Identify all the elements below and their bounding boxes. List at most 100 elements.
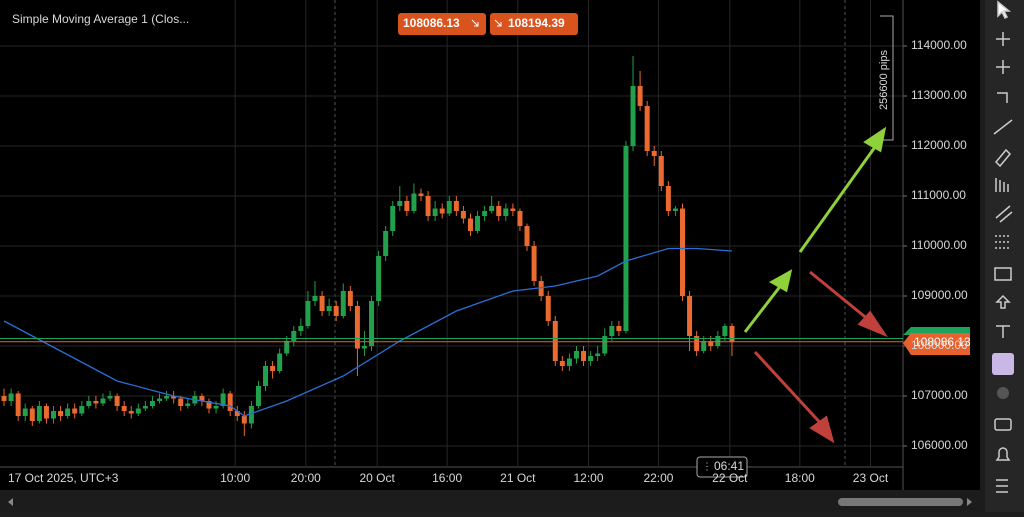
candle-body bbox=[453, 201, 459, 211]
x-tick-label: 23 Oct bbox=[853, 471, 889, 485]
time-crosshair bbox=[696, 456, 748, 478]
x-tick-label: 18:00 bbox=[785, 471, 815, 485]
candle-body bbox=[93, 401, 99, 404]
candle-body bbox=[51, 411, 57, 419]
fib-tool[interactable] bbox=[995, 178, 1009, 192]
candle-body bbox=[72, 408, 78, 414]
candle-body bbox=[121, 406, 127, 411]
candle-body bbox=[319, 296, 325, 311]
candle-body bbox=[651, 151, 657, 156]
candle-body bbox=[404, 201, 410, 211]
candle-body bbox=[446, 201, 452, 214]
candle-body bbox=[29, 408, 35, 421]
candle-body bbox=[637, 86, 643, 106]
scrollbar-thumb[interactable] bbox=[838, 498, 963, 506]
candle-body bbox=[482, 211, 488, 216]
alert-tool[interactable] bbox=[995, 447, 1011, 461]
candle-body bbox=[573, 351, 579, 359]
candle-body bbox=[128, 411, 134, 414]
up-arrows bbox=[743, 126, 887, 333]
candle-body bbox=[496, 206, 502, 216]
candle-body bbox=[100, 398, 106, 404]
candle-body bbox=[552, 321, 558, 361]
screenshot-tool[interactable] bbox=[994, 418, 1012, 431]
candle-body bbox=[206, 401, 212, 409]
candle-body bbox=[566, 358, 572, 366]
candle-body bbox=[559, 361, 565, 366]
candle-body bbox=[270, 366, 276, 371]
candle-body bbox=[390, 206, 396, 231]
plot-area bbox=[0, 0, 903, 467]
arrow-icon bbox=[471, 19, 479, 27]
candle-body bbox=[369, 301, 375, 346]
candle-body bbox=[623, 146, 629, 331]
shape-tool[interactable] bbox=[994, 267, 1012, 281]
candle-body bbox=[284, 341, 290, 354]
candle-body bbox=[708, 341, 714, 346]
time-label: 06:41 bbox=[714, 459, 744, 473]
candle-body bbox=[545, 296, 551, 321]
cursor-tool[interactable] bbox=[997, 0, 1012, 20]
crosshair-tool[interactable] bbox=[996, 32, 1010, 46]
candle-body bbox=[361, 346, 367, 349]
price-tag bbox=[903, 333, 970, 355]
candle-body bbox=[333, 306, 339, 316]
measure-tool[interactable] bbox=[997, 92, 1008, 103]
candle-body bbox=[263, 366, 269, 386]
candle-body bbox=[86, 401, 92, 406]
moving-average-line bbox=[3, 247, 733, 417]
time-axis bbox=[0, 467, 903, 490]
candle-body bbox=[248, 406, 254, 424]
color-picker[interactable] bbox=[992, 353, 1014, 375]
candle-body bbox=[694, 336, 700, 351]
more-tool[interactable] bbox=[996, 479, 1008, 493]
candle-body bbox=[65, 408, 71, 416]
x-tick-label: 20 Oct bbox=[360, 471, 396, 485]
candle-body bbox=[305, 301, 311, 326]
pencil-tool[interactable] bbox=[994, 148, 1012, 168]
candle-body bbox=[588, 356, 594, 361]
style-picker[interactable] bbox=[997, 387, 1009, 399]
candle-body bbox=[701, 341, 707, 351]
grip-icon: ⋮ bbox=[702, 462, 712, 473]
x-tick-label: 21 Oct bbox=[500, 471, 536, 485]
candle-body bbox=[376, 256, 382, 301]
scrollbar-track bbox=[0, 493, 980, 512]
candle-body bbox=[722, 326, 728, 336]
y-tick-label: 106000.00 bbox=[911, 438, 968, 452]
candle-body bbox=[581, 351, 587, 361]
channel-tool[interactable] bbox=[995, 205, 1013, 223]
candle-body bbox=[347, 291, 353, 306]
candle-body bbox=[460, 211, 466, 219]
line-tool[interactable] bbox=[993, 119, 1013, 135]
y-tick-label: 113000.00 bbox=[911, 88, 967, 102]
x-tick-label: 22 Oct bbox=[712, 471, 748, 485]
candle-body bbox=[298, 326, 304, 331]
candle-body bbox=[531, 246, 537, 281]
y-tick-label: 107000.00 bbox=[911, 388, 968, 402]
candle-body bbox=[142, 406, 148, 409]
crosshair-tool-2[interactable] bbox=[996, 60, 1010, 74]
candle-body bbox=[36, 406, 42, 421]
candle-body bbox=[425, 196, 431, 216]
y-tick-label: 110000.00 bbox=[911, 238, 967, 252]
candle-body bbox=[538, 281, 544, 296]
candle-body bbox=[220, 393, 226, 406]
candle-body bbox=[234, 411, 240, 416]
text-tool[interactable] bbox=[996, 325, 1010, 338]
candle-body bbox=[340, 291, 346, 316]
pips-label: 256600 pips bbox=[878, 50, 890, 110]
bid-badge[interactable] bbox=[398, 13, 486, 35]
candle-body bbox=[185, 403, 191, 406]
y-tick-label: 111000.00 bbox=[911, 188, 966, 202]
candle-body bbox=[291, 331, 297, 341]
ask-badge[interactable] bbox=[490, 13, 578, 35]
candle-body bbox=[630, 86, 636, 146]
toolbar-bg bbox=[985, 0, 1024, 512]
levels-tool[interactable] bbox=[995, 235, 1011, 249]
candle-body bbox=[149, 401, 155, 406]
candle-body bbox=[418, 193, 424, 196]
arrow-tool[interactable] bbox=[995, 294, 1011, 309]
candle-body bbox=[524, 226, 530, 246]
candle-body bbox=[1, 396, 7, 401]
